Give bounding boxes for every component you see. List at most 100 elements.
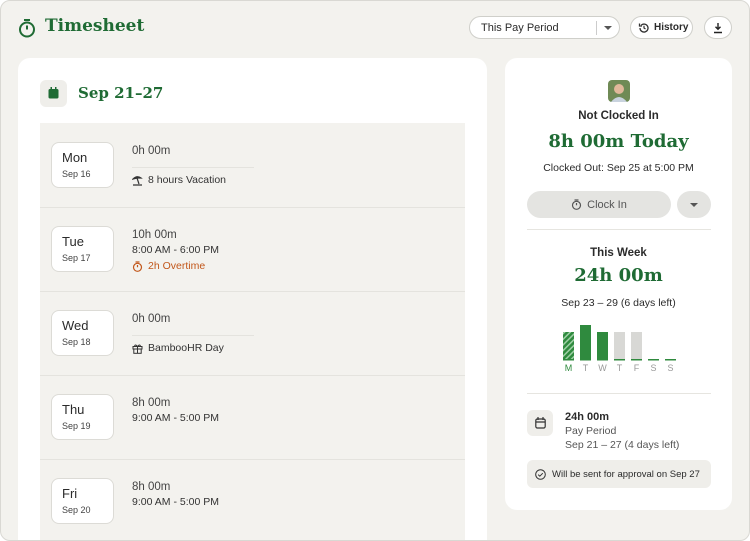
baseline [563,359,574,361]
period-select-label: This Pay Period [481,21,559,34]
day-row[interactable]: Wed Sep 18 0h 00m BambooHR Day [40,291,465,376]
baseline [665,359,676,361]
day-card: Mon Sep 16 [51,142,114,188]
separator [132,167,254,168]
day-name: Mon [62,150,88,165]
calendar-icon-box [527,410,553,436]
detail-text: 2h Overtime [148,260,206,272]
divider [527,393,711,394]
day-hours: 0h 00m [132,145,171,157]
calendar-icon [48,87,59,99]
status-panel: Not Clocked In 8h 00m Today Clocked Out:… [505,58,732,510]
day-name: Tue [62,234,84,249]
day-name: Thu [62,402,85,417]
day-hours: 0h 00m [132,313,171,325]
day-label: S [667,363,673,373]
clocked-out: Clocked Out: Sep 25 at 5:00 PM [543,162,694,174]
overtime-detail: 2h Overtime [132,260,205,272]
timer-icon [19,19,35,38]
timer-icon [572,199,582,210]
day-row[interactable]: Mon Sep 16 0h 00m 8 hours Vacation [40,123,465,208]
day-card: Fri Sep 20 [51,478,114,524]
day-detail: 9:00 AM - 5:00 PM [132,412,219,424]
worked-bar [580,325,591,360]
period-select[interactable]: This Pay Period [469,16,620,39]
baseline [648,359,659,361]
week-title: This Week [590,247,647,259]
detail-text: 8:00 AM - 6:00 PM [132,244,219,256]
page-title: Timesheet [45,16,145,36]
day-label: M [565,363,573,373]
day-card: Tue Sep 17 [51,226,114,272]
approval-note: Will be sent for approval on Sep 27 [527,460,711,488]
scheduled-bar [614,332,625,360]
worked-bar [597,332,608,360]
day-date: Sep 18 [62,337,91,347]
worked-bar [563,332,574,360]
baseline [580,359,591,361]
clock-options-button[interactable] [677,191,711,218]
avatar [608,80,630,102]
status-title: Not Clocked In [578,110,659,122]
day-name: Fri [62,486,78,501]
day-card: Thu Sep 19 [51,394,114,440]
day-list: Mon Sep 16 0h 00m 8 hours Vacation Tue Sep… [40,123,465,540]
today-total: 8h 00m Today [548,131,689,152]
detail-text: 9:00 AM - 5:00 PM [132,412,219,424]
detail-text: 8 hours Vacation [148,174,227,186]
day-detail: 9:00 AM - 5:00 PM [132,496,219,508]
period-range: Sep 21 – 27 (4 days left) [565,439,680,451]
baseline [631,359,642,361]
day-date: Sep 19 [62,421,91,431]
clock-in-label: Clock In [587,198,627,211]
approval-text: Will be sent for approval on Sep 27 [552,468,700,480]
overtime-icon [132,260,143,272]
check-icon [535,468,546,480]
period-total: 24h 00m [565,411,610,423]
timesheet-panel: Sep 21–27 Mon Sep 16 0h 00m 8 hours Vacat… [18,58,487,540]
history-button[interactable]: History [630,16,693,39]
detail-text: BambooHR Day [148,342,224,354]
caret [690,203,698,207]
day-label: S [650,363,656,373]
vacation-icon [132,175,143,186]
day-label: W [598,363,607,373]
day-row[interactable]: Fri Sep 20 8h 00m 9:00 AM - 5:00 PM [40,459,465,540]
week-total: 24h 00m [574,265,663,286]
day-card: Wed Sep 18 [51,310,114,356]
day-detail: 8 hours Vacation [132,174,226,186]
calendar-icon [535,417,546,429]
day-label: T [583,363,589,373]
week-range: Sep 23 – 29 (6 days left) [561,297,676,309]
calendar-icon-box [40,80,67,107]
gift-icon [132,344,143,354]
download-icon [714,22,722,33]
day-hours: 10h 00m [132,229,177,241]
scheduled-bar [631,332,642,360]
day-hours: 8h 00m [132,481,171,493]
day-date: Sep 17 [62,253,91,263]
separator [132,335,254,336]
history-icon [638,22,649,33]
day-hours: 8h 00m [132,397,171,409]
caret [604,26,612,30]
download-button[interactable] [704,16,732,39]
day-detail: 8:00 AM - 6:00 PM [132,244,219,256]
detail-text: 9:00 AM - 5:00 PM [132,496,219,508]
day-row[interactable]: Thu Sep 19 8h 00m 9:00 AM - 5:00 PM [40,375,465,460]
day-date: Sep 20 [62,505,91,515]
clock-in-button[interactable]: Clock In [527,191,671,218]
history-label: History [654,22,689,33]
day-name: Wed [62,318,89,333]
day-date: Sep 16 [62,169,91,179]
baseline [614,359,625,361]
baseline [597,359,608,361]
day-detail: BambooHR Day [132,342,224,354]
day-row[interactable]: Tue Sep 17 10h 00m 8:00 AM - 6:00 PM 2h O… [40,207,465,292]
divider [527,229,711,230]
week-range: Sep 21–27 [78,84,164,102]
period-label: Pay Period [565,425,617,437]
day-label: F [634,363,640,373]
